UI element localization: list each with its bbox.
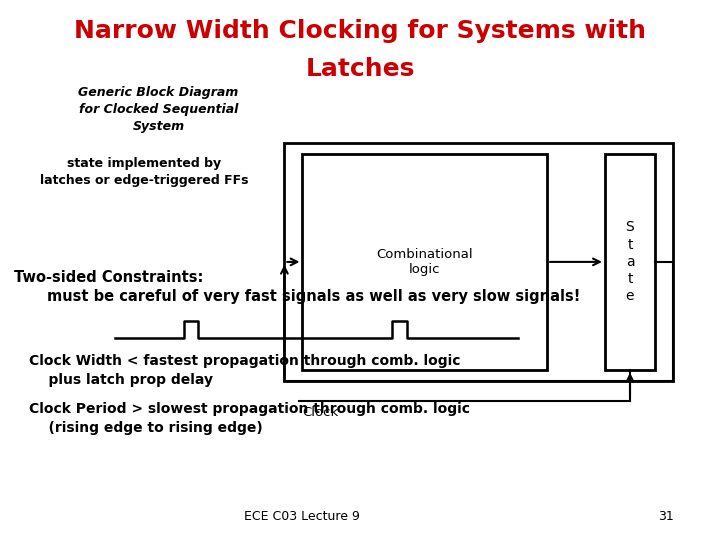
Text: Two-sided Constraints:: Two-sided Constraints: xyxy=(14,270,204,285)
Text: Narrow Width Clocking for Systems with: Narrow Width Clocking for Systems with xyxy=(74,19,646,43)
Text: Combinational
logic: Combinational logic xyxy=(377,248,473,276)
Text: S
t
a
t
e: S t a t e xyxy=(626,220,634,303)
Text: (rising edge to rising edge): (rising edge to rising edge) xyxy=(29,421,263,435)
Text: state implemented by
latches or edge-triggered FFs: state implemented by latches or edge-tri… xyxy=(40,157,248,187)
Text: Clock: Clock xyxy=(302,406,338,419)
Text: Clock Width < fastest propagation through comb. logic: Clock Width < fastest propagation throug… xyxy=(29,354,460,368)
FancyBboxPatch shape xyxy=(605,154,655,370)
Text: Latches: Latches xyxy=(305,57,415,80)
Text: 31: 31 xyxy=(658,510,674,523)
FancyBboxPatch shape xyxy=(284,143,673,381)
Text: ECE C03 Lecture 9: ECE C03 Lecture 9 xyxy=(245,510,360,523)
Text: must be careful of very fast signals as well as very slow signals!: must be careful of very fast signals as … xyxy=(47,289,580,304)
Text: Generic Block Diagram
for Clocked Sequential
System: Generic Block Diagram for Clocked Sequen… xyxy=(78,86,238,133)
Text: Clock Period > slowest propagation through comb. logic: Clock Period > slowest propagation throu… xyxy=(29,402,470,416)
FancyBboxPatch shape xyxy=(302,154,547,370)
Text: plus latch prop delay: plus latch prop delay xyxy=(29,373,213,387)
